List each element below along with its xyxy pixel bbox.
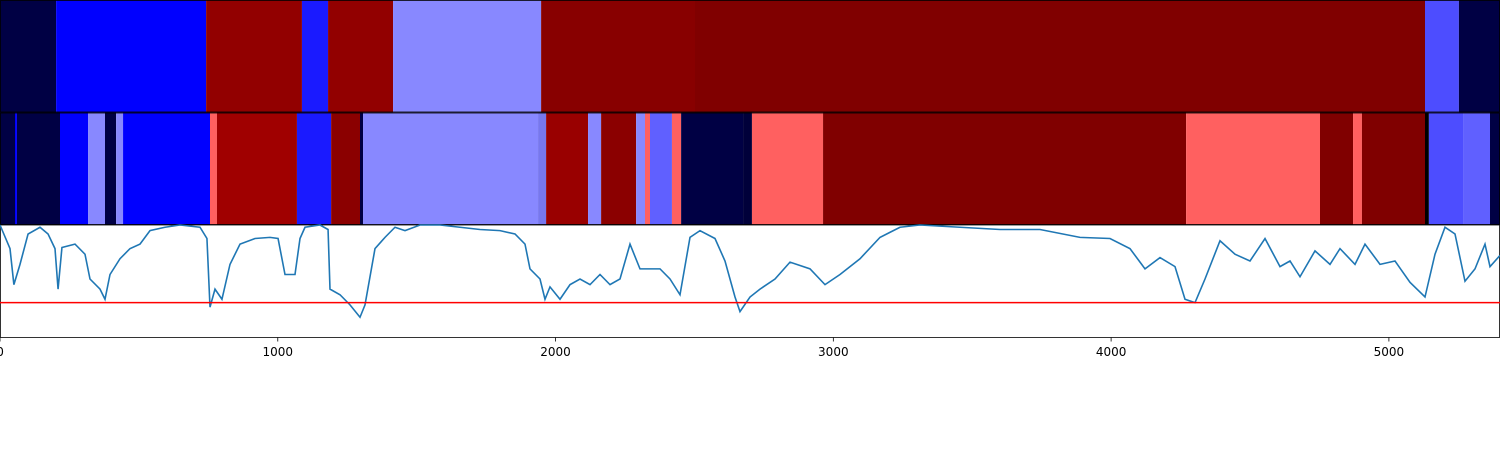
segment [88,112,105,225]
segment [681,112,744,225]
segment [1428,112,1464,225]
segment [206,0,302,113]
segment [0,0,57,113]
panel-frame [0,224,1500,338]
x-tick-label: 0 [0,345,4,359]
segment [650,112,672,225]
segment [1425,0,1459,113]
segment [15,112,17,225]
segment [671,112,682,225]
segment [538,112,547,225]
segment [0,112,15,225]
x-tick-label: 4000 [1096,345,1127,359]
segment [695,0,1425,113]
segment [301,0,329,113]
segment [393,0,542,113]
segment [56,0,207,113]
segment [1490,112,1500,225]
segment [1320,112,1354,225]
segment [216,112,297,225]
x-tick-label: 2000 [540,345,571,359]
segment [823,112,1187,225]
segment [588,112,602,225]
segment [116,112,124,225]
segment [363,112,539,225]
segment [60,112,89,225]
segment [1186,112,1320,225]
x-tick-label: 1000 [263,345,294,359]
segment [546,112,589,225]
segment [360,112,364,225]
signal-line [0,224,1500,319]
segment [601,112,637,225]
segment [645,112,650,225]
segment [636,112,645,225]
segment [1458,0,1500,113]
segment [296,112,332,225]
segment [541,0,695,113]
segment [1353,112,1362,225]
segment [1425,112,1429,225]
segment [16,112,61,225]
segment [105,112,117,225]
segment [1463,112,1490,225]
segment [1361,112,1425,225]
x-tick-label: 3000 [818,345,849,359]
segment [751,112,824,225]
segment [331,112,360,225]
segment [743,112,752,225]
segment [123,112,210,225]
x-tick-label: 5000 [1374,345,1405,359]
segment [328,0,394,113]
segment [210,112,217,225]
